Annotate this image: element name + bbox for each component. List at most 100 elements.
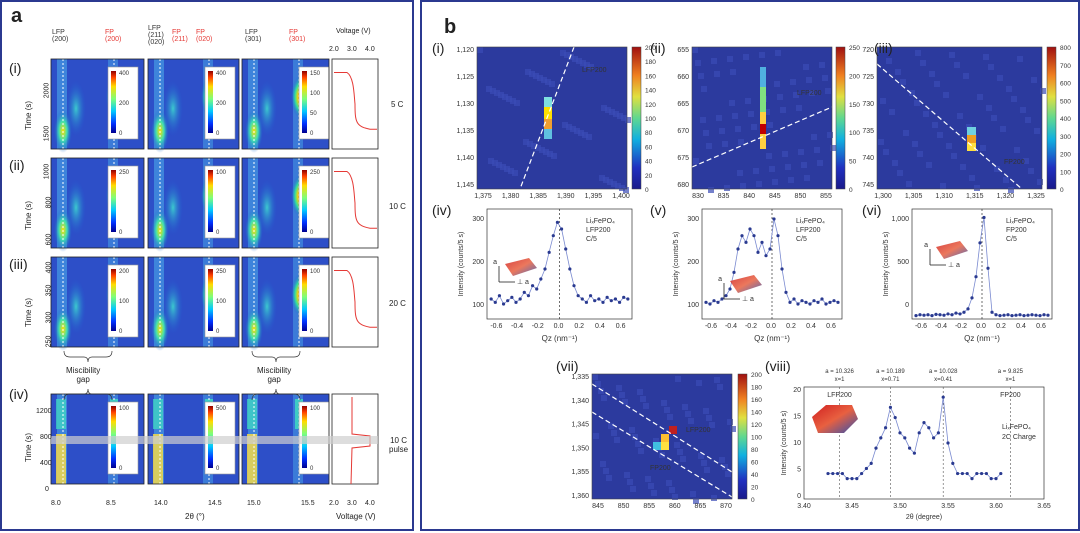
heatmap-frame: [241, 256, 330, 348]
map-noise: [560, 50, 566, 56]
top-label-lfp-301: LFP (301): [245, 29, 262, 43]
map-noise: [877, 47, 883, 53]
colorbar-tick: 200: [216, 101, 227, 107]
map-noise: [774, 81, 780, 87]
map-noise: [547, 151, 553, 157]
voltage-curve: [334, 270, 377, 328]
data-point: [584, 300, 589, 304]
axis-label: ⊥ a: [742, 296, 754, 303]
data-point: [960, 471, 965, 476]
x-tick: 830: [692, 193, 704, 200]
data-point: [712, 299, 716, 303]
map-noise: [951, 153, 957, 159]
colorbar-tick: 140: [645, 88, 656, 95]
map-noise: [572, 56, 578, 62]
voltage-bottom-title: Voltage (V): [336, 512, 376, 521]
profile-label-iv: (iv): [432, 202, 452, 218]
x-tick: 1,320: [997, 193, 1015, 200]
data-point: [831, 471, 835, 476]
data-point: [975, 471, 979, 476]
colorbar-tick: 500: [1060, 98, 1071, 105]
colorbar-tick: 200: [1060, 152, 1071, 159]
map-noise: [743, 54, 749, 60]
x-axis-title: 2θ (degree): [906, 514, 942, 521]
map-noise: [627, 479, 633, 485]
panel-a-heatmaps: 4002000400200015010050025001000250020010…: [50, 58, 379, 485]
map-noise: [716, 115, 722, 121]
colorbar-tick: 200: [119, 101, 130, 107]
y-tick: 0: [45, 486, 49, 493]
y-tick: 660: [677, 74, 689, 81]
map-noise: [661, 400, 667, 406]
y-tick: 1200: [36, 408, 52, 415]
time-axis-title-iv: Time (s): [24, 432, 33, 462]
heatmap-frame: [50, 157, 145, 249]
intensity-spot: [669, 426, 677, 434]
map-noise: [737, 170, 743, 176]
map-noise: [1003, 177, 1009, 183]
time-axis-title-ii: Time (s): [24, 200, 33, 230]
heatmap-curve: [163, 179, 183, 236]
data-point: [998, 314, 1002, 318]
map-noise: [830, 145, 836, 151]
colorbar-tick: 0: [310, 466, 314, 472]
map-noise: [1025, 117, 1031, 123]
map-noise: [1000, 126, 1006, 132]
heatmap-band: [154, 257, 164, 347]
data-point: [824, 302, 828, 306]
map-noise: [504, 166, 510, 172]
map-noise: [537, 75, 543, 81]
map-noise: [703, 408, 709, 414]
map-noise: [494, 90, 500, 96]
pulse-band: [51, 436, 378, 444]
data-point: [980, 471, 984, 476]
map-noise: [568, 54, 574, 60]
map-noise: [529, 71, 535, 77]
data-point: [999, 471, 1003, 476]
data-point: [978, 241, 982, 245]
x-tick: 1,380: [502, 193, 520, 200]
map-noise: [748, 111, 754, 117]
crystal-shape: [730, 275, 762, 293]
intensity-spot: [661, 442, 669, 450]
legend-text: LFP200: [586, 227, 611, 234]
colorbar-tick: 0: [216, 466, 220, 472]
data-point: [884, 426, 888, 430]
data-point: [804, 300, 808, 304]
map-noise: [638, 448, 644, 454]
heatmap-row: 400 200 0 400 200 0 150 100 50 0: [50, 58, 379, 153]
data-point: [840, 471, 844, 476]
map-noise: [1011, 96, 1017, 102]
intensity-spot: [760, 67, 766, 87]
colorbar-tick: 0: [310, 230, 314, 236]
miscibility-gap-label-1: Miscibility gap: [66, 366, 101, 384]
plot-frame: [701, 208, 843, 320]
colorbar-tick: 100: [310, 269, 321, 275]
map-noise: [929, 71, 935, 77]
crystal-orientation-icon: a ⊥ a: [493, 258, 537, 286]
data-point: [760, 240, 764, 244]
map-noise: [974, 185, 980, 191]
heatmap-pulse-lfp: [56, 434, 66, 484]
y-tick: 1,360: [571, 493, 589, 500]
y-tick: 0: [905, 302, 909, 309]
map-frame: [691, 46, 833, 190]
map-noise: [498, 92, 504, 98]
map-noise: [664, 407, 670, 413]
map-noise: [601, 395, 607, 401]
map-noise: [878, 139, 884, 145]
map-noise: [934, 81, 940, 87]
x-tick: 855: [643, 503, 655, 510]
x-tick: 1,385: [529, 193, 547, 200]
profile-label-v: (v): [650, 202, 667, 218]
y-tick: 735: [862, 128, 874, 135]
map-noise: [717, 384, 723, 390]
data-point: [954, 311, 958, 315]
data-point: [514, 300, 518, 304]
x-tick: 15.5: [301, 500, 315, 507]
data-point: [812, 299, 816, 303]
map-noise: [593, 433, 599, 439]
map-noise: [653, 438, 659, 444]
row-label-iv: (iv): [9, 386, 29, 402]
